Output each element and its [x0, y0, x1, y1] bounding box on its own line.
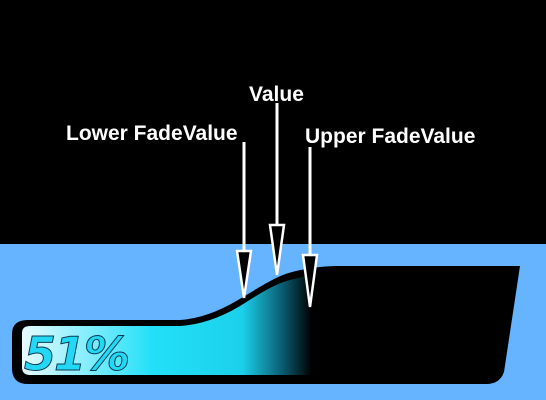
label-value: Value	[249, 83, 304, 106]
label-upper-fade-value: Upper FadeValue	[305, 125, 475, 148]
arrow-upper-fade-value	[301, 147, 319, 308]
arrow-value	[268, 103, 286, 276]
arrow-lower-fade-value	[235, 142, 253, 299]
percent-text: 51%	[24, 327, 128, 381]
label-lower-fade-value: Lower FadeValue	[66, 122, 238, 145]
